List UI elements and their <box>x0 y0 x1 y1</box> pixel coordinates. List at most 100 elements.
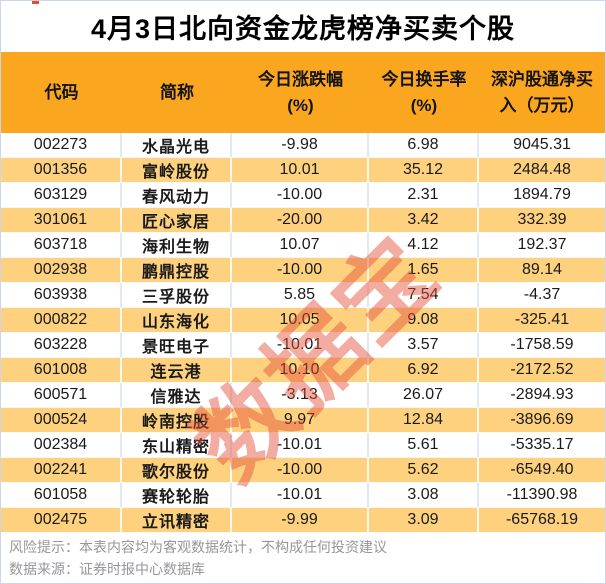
header-label: 简称 <box>160 82 194 102</box>
cell-turnover-pct: 3.42 <box>369 208 479 232</box>
cell-stock-code: 000524 <box>1 408 122 432</box>
cell-turnover-pct: 3.57 <box>369 333 479 357</box>
table-row: 001356 富岭股份 10.01 35.12 2484.48 <box>1 158 605 183</box>
cell-stock-name: 水晶光电 <box>122 133 232 157</box>
cell-change-pct: -10.00 <box>232 183 369 207</box>
top-red-artifact <box>32 1 39 4</box>
header-cell-name: 简称 <box>122 52 232 133</box>
cell-net-buy: 332.39 <box>517 211 567 228</box>
header-cell-turnover: 今日换手率 (%) <box>369 52 479 133</box>
cell-turnover-pct: 6.98 <box>369 133 479 157</box>
cell-stock-code: 603129 <box>1 183 122 207</box>
cell-change-pct: -9.98 <box>232 133 369 157</box>
cell-net-buy: 89.14 <box>521 261 563 278</box>
risk-disclaimer: 风险提示：本表内容均为客观数据统计，不构成任何投资建议 <box>9 539 387 555</box>
cell-change-pct: -10.01 <box>232 433 369 457</box>
cell-stock-name: 赛轮轮胎 <box>122 483 232 507</box>
header-cell-netbuy: 深沪股通净买 入（万元） <box>479 52 605 133</box>
cell-net-buy: -5335.17 <box>510 436 574 453</box>
cell-net-buy: -2894.93 <box>510 386 574 403</box>
cell-turnover-pct: 12.84 <box>369 408 479 432</box>
cell-stock-code: 603718 <box>1 233 122 257</box>
cell-stock-code: 600571 <box>1 383 122 407</box>
cell-turnover-pct: 3.08 <box>369 483 479 507</box>
header-cell-code: 代码 <box>1 52 122 133</box>
cell-net-buy: -65768.19 <box>505 511 579 528</box>
cell-turnover-pct: 3.09 <box>369 508 479 532</box>
cell-net-buy: -1758.59 <box>510 336 574 353</box>
table-header-row: 代码 简称 今日涨跌幅 (%) 今日换手率 (%) 深沪股通净买 入（万元） <box>1 52 605 133</box>
cell-stock-code: 301061 <box>1 208 122 232</box>
cell-turnover-pct: 9.08 <box>369 308 479 332</box>
table-row: 603228 景旺电子 -10.01 3.57 -1758.59 <box>1 333 605 358</box>
cell-net-buy: -4.37 <box>523 286 561 303</box>
cell-turnover-pct: 1.65 <box>369 258 479 282</box>
data-source: 数据来源：证券时报中心数据库 <box>9 561 205 577</box>
header-label-line2: (%) <box>410 95 438 115</box>
table-row: 301061 匠心家居 -20.00 3.42 332.39 <box>1 208 605 233</box>
cell-stock-code: 002384 <box>1 433 122 457</box>
cell-change-pct: -10.01 <box>232 333 369 357</box>
table-row: 002273 水晶光电 -9.98 6.98 9045.31 <box>1 133 605 158</box>
cell-stock-name: 岭南控股 <box>122 408 232 432</box>
cell-change-pct: 10.07 <box>232 233 369 257</box>
cell-stock-code: 000822 <box>1 308 122 332</box>
cell-stock-name: 山东海化 <box>122 308 232 332</box>
table-row: 600571 信雅达 -3.13 26.07 -2894.93 <box>1 383 605 408</box>
cell-stock-name: 信雅达 <box>122 383 232 407</box>
cell-stock-code: 001356 <box>1 158 122 182</box>
table-row: 601008 连云港 10.10 6.92 -2172.52 <box>1 358 605 383</box>
cell-net-buy: -2172.52 <box>510 361 574 378</box>
cell-turnover-pct: 35.12 <box>369 158 479 182</box>
cell-stock-name: 鹏鼎控股 <box>122 258 232 282</box>
cell-stock-name: 立讯精密 <box>122 508 232 532</box>
cell-change-pct: 10.01 <box>232 158 369 182</box>
table-row: 603938 三孚股份 5.85 7.54 -4.37 <box>1 283 605 308</box>
cell-net-buy: 1894.79 <box>513 186 571 203</box>
cell-change-pct: -9.99 <box>232 508 369 532</box>
cell-stock-name: 歌尔股份 <box>122 458 232 482</box>
cell-stock-name: 三孚股份 <box>122 283 232 307</box>
cell-change-pct: -10.00 <box>232 258 369 282</box>
cell-stock-code: 002273 <box>1 133 122 157</box>
cell-stock-name: 匠心家居 <box>122 208 232 232</box>
cell-stock-name: 海利生物 <box>122 233 232 257</box>
header-label: 代码 <box>44 82 79 102</box>
cell-net-buy: -325.41 <box>514 311 570 328</box>
cell-net-buy: -11390.98 <box>506 486 578 503</box>
cell-turnover-pct: 6.92 <box>369 358 479 382</box>
header-label-line2: 入（万元） <box>499 95 585 115</box>
cell-stock-name: 连云港 <box>122 358 232 382</box>
cell-change-pct: 9.97 <box>232 408 369 432</box>
cell-net-buy: 192.37 <box>517 236 567 253</box>
cell-stock-code: 601058 <box>1 483 122 507</box>
cell-turnover-pct: 5.61 <box>369 433 479 457</box>
cell-change-pct: 5.85 <box>232 283 369 307</box>
header-label-line2: (%) <box>287 95 314 115</box>
table-row: 603718 海利生物 10.07 4.12 192.37 <box>1 233 605 258</box>
cell-stock-code: 002938 <box>1 258 122 282</box>
cell-turnover-pct: 26.07 <box>369 383 479 407</box>
cell-stock-name: 景旺电子 <box>122 333 232 357</box>
table-row: 002938 鹏鼎控股 -10.00 1.65 89.14 <box>1 258 605 283</box>
table-row: 000822 山东海化 10.05 9.08 -325.41 <box>1 308 605 333</box>
cell-stock-name: 富岭股份 <box>122 158 232 182</box>
header-label-line1: 深沪股通净买 <box>491 69 593 89</box>
table-row: 603129 春风动力 -10.00 2.31 1894.79 <box>1 183 605 208</box>
cell-turnover-pct: 2.31 <box>369 183 479 207</box>
table-row: 000524 岭南控股 9.97 12.84 -3896.69 <box>1 408 605 433</box>
table-body: 002273 水晶光电 -9.98 6.98 9045.31 001356 富岭… <box>1 133 605 533</box>
header-cell-change: 今日涨跌幅 (%) <box>232 52 369 133</box>
cell-change-pct: 10.10 <box>232 358 369 382</box>
table-row: 002241 歌尔股份 -10.00 5.62 -6549.40 <box>1 458 605 483</box>
cell-change-pct: -20.00 <box>232 208 369 232</box>
page-title: 4月3日北向资金龙虎榜净买卖个股 <box>90 14 516 44</box>
cell-change-pct: -10.00 <box>232 458 369 482</box>
cell-stock-code: 601008 <box>1 358 122 382</box>
cell-net-buy: 9045.31 <box>513 136 571 153</box>
cell-net-buy: 2484.48 <box>513 161 571 178</box>
cell-stock-code: 002241 <box>1 458 122 482</box>
cell-turnover-pct: 4.12 <box>369 233 479 257</box>
cell-stock-code: 603228 <box>1 333 122 357</box>
